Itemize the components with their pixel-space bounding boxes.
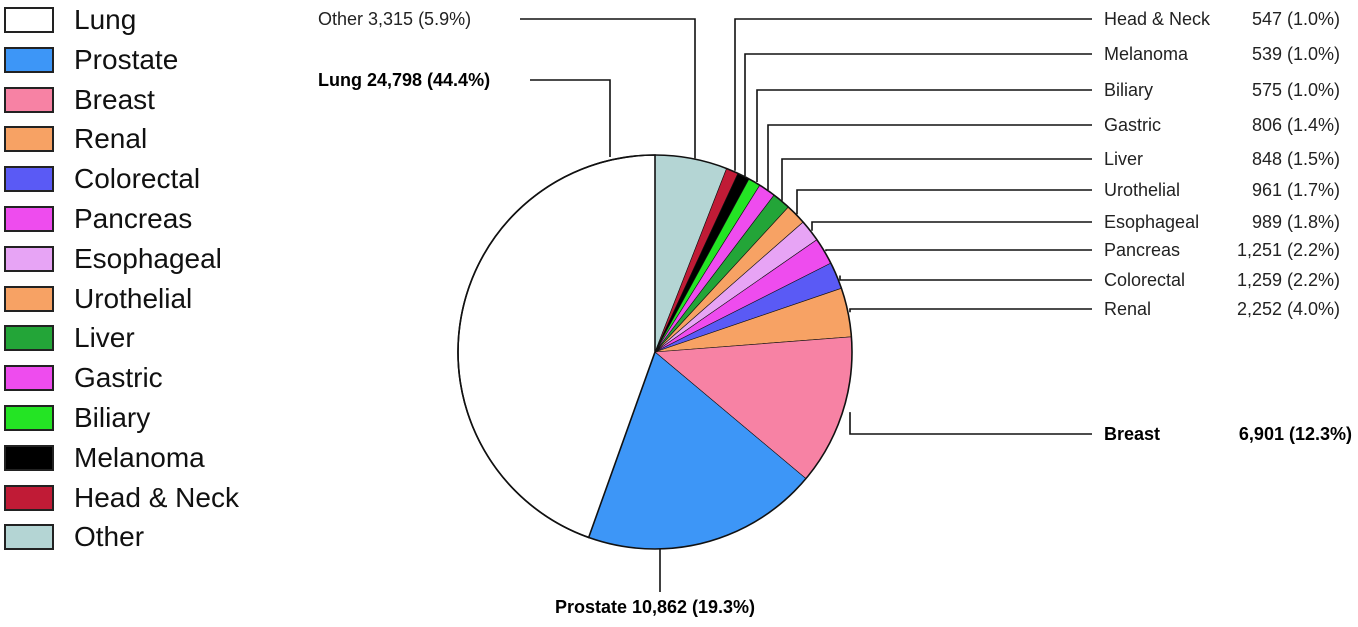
label-name-melanoma: Melanoma xyxy=(1104,44,1189,64)
legend-label: Prostate xyxy=(74,43,179,75)
legend-swatch xyxy=(4,405,54,431)
legend-swatch xyxy=(4,7,54,33)
label-value-esophageal: 989 (1.8%) xyxy=(1252,212,1340,232)
leader-lines xyxy=(520,18,1092,592)
legend-swatch xyxy=(4,245,54,272)
legend-item-colorectal: Colorectal xyxy=(4,159,200,199)
legend-item-prostate: Prostate xyxy=(4,40,178,80)
label-name-renal: Renal xyxy=(1104,299,1151,319)
legend-swatch xyxy=(4,365,54,392)
label-value-pancreas: 1,251 (2.2%) xyxy=(1237,240,1340,260)
label-value-melanoma: 539 (1.0%) xyxy=(1252,44,1340,64)
label-name-breast: Breast xyxy=(1104,424,1160,444)
legend-item-lung: Lung xyxy=(4,0,136,40)
label-name-head-and-neck: Head & Neck xyxy=(1104,9,1211,29)
legend-swatch xyxy=(4,206,54,232)
legend-swatch xyxy=(4,524,54,551)
label-value-urothelial: 961 (1.7%) xyxy=(1252,180,1340,200)
pie-outline xyxy=(457,154,853,550)
label-other: Other 3,315 (5.9%) xyxy=(318,9,471,29)
leader-line-other xyxy=(520,18,696,159)
legend-label: Pancreas xyxy=(74,203,193,234)
legend-item-breast: Breast xyxy=(4,80,155,120)
leader-line-lung xyxy=(530,79,611,157)
legend-label: Lung xyxy=(74,4,137,35)
label-name-gastric: Gastric xyxy=(1104,115,1161,135)
legend-item-esophageal: Esophageal xyxy=(4,239,222,279)
legend-swatch xyxy=(4,46,54,73)
pie-wedges xyxy=(457,154,853,550)
label-name-colorectal: Colorectal xyxy=(1104,270,1185,290)
leader-line-colorectal xyxy=(839,275,1092,281)
legend-item-renal: Renal xyxy=(4,119,147,159)
legend-item-urothelial: Urothelial xyxy=(4,279,192,319)
legend-label: Renal xyxy=(74,123,148,155)
legend-label: Breast xyxy=(74,83,155,115)
legend-item-gastric: Gastric xyxy=(4,358,163,398)
legend-item-liver: Liver xyxy=(4,318,135,358)
label-value-liver: 848 (1.5%) xyxy=(1252,149,1340,169)
label-name-liver: Liver xyxy=(1104,149,1143,169)
legend-swatch xyxy=(4,166,54,193)
legend-label: Urothelial xyxy=(74,282,193,314)
legend-label: Melanoma xyxy=(74,441,205,473)
legend-swatch xyxy=(4,86,54,113)
legend-item-head-and-neck: Head & Neck xyxy=(4,478,239,518)
label-name-pancreas: Pancreas xyxy=(1104,240,1180,260)
legend-swatch xyxy=(4,484,54,511)
leader-line-pancreas xyxy=(825,249,1092,252)
label-value-colorectal: 1,259 (2.2%) xyxy=(1237,270,1340,290)
legend-label: Other xyxy=(74,521,145,553)
legend-item-pancreas: Pancreas xyxy=(4,199,192,239)
legend-swatch xyxy=(4,285,54,312)
label-value-head-and-neck: 547 (1.0%) xyxy=(1252,9,1340,29)
leader-line-gastric xyxy=(767,124,1092,190)
legend-label: Esophageal xyxy=(74,242,222,274)
label-prostate: Prostate 10,862 (19.3%) xyxy=(555,597,755,617)
legend-label: Gastric xyxy=(74,362,163,394)
legend-swatch xyxy=(4,325,54,352)
label-name-urothelial: Urothelial xyxy=(1104,180,1180,200)
label-value-breast: 6,901 (12.3%) xyxy=(1239,424,1352,444)
legend-item-biliary: Biliary xyxy=(4,398,150,438)
leader-line-breast xyxy=(849,412,1092,435)
legend-item-other: Other xyxy=(4,517,144,557)
label-value-biliary: 575 (1.0%) xyxy=(1252,80,1340,100)
slice-labels: Renal 2,252 (4.0%) Colorectal 1,259 (2.2%) P… xyxy=(318,9,1352,617)
leader-line-renal xyxy=(849,308,1092,313)
legend-swatch xyxy=(4,126,54,153)
leader-line-biliary xyxy=(756,89,1092,182)
legend-swatch xyxy=(4,444,54,471)
leader-line-head-and-neck xyxy=(734,18,1092,171)
label-value-renal: 2,252 (4.0%) xyxy=(1237,299,1340,319)
legend-label: Colorectal xyxy=(74,163,201,195)
leader-line-esophageal xyxy=(811,221,1092,231)
leader-line-liver xyxy=(781,158,1092,201)
label-value-gastric: 806 (1.4%) xyxy=(1252,115,1340,135)
leader-line-melanoma xyxy=(744,53,1092,177)
legend-label: Liver xyxy=(74,322,135,354)
legend-label: Biliary xyxy=(74,402,151,433)
label-name-biliary: Biliary xyxy=(1104,80,1153,100)
leader-line-urothelial xyxy=(796,189,1092,215)
label-name-esophageal: Esophageal xyxy=(1104,212,1199,232)
legend-label: Head & Neck xyxy=(74,481,239,513)
chart-legend: Lung Prostate Breast Renal Colorectal Pancrea… xyxy=(0,0,300,560)
legend-item-melanoma: Melanoma xyxy=(4,438,205,478)
label-lung: Lung 24,798 (44.4%) xyxy=(318,70,490,90)
